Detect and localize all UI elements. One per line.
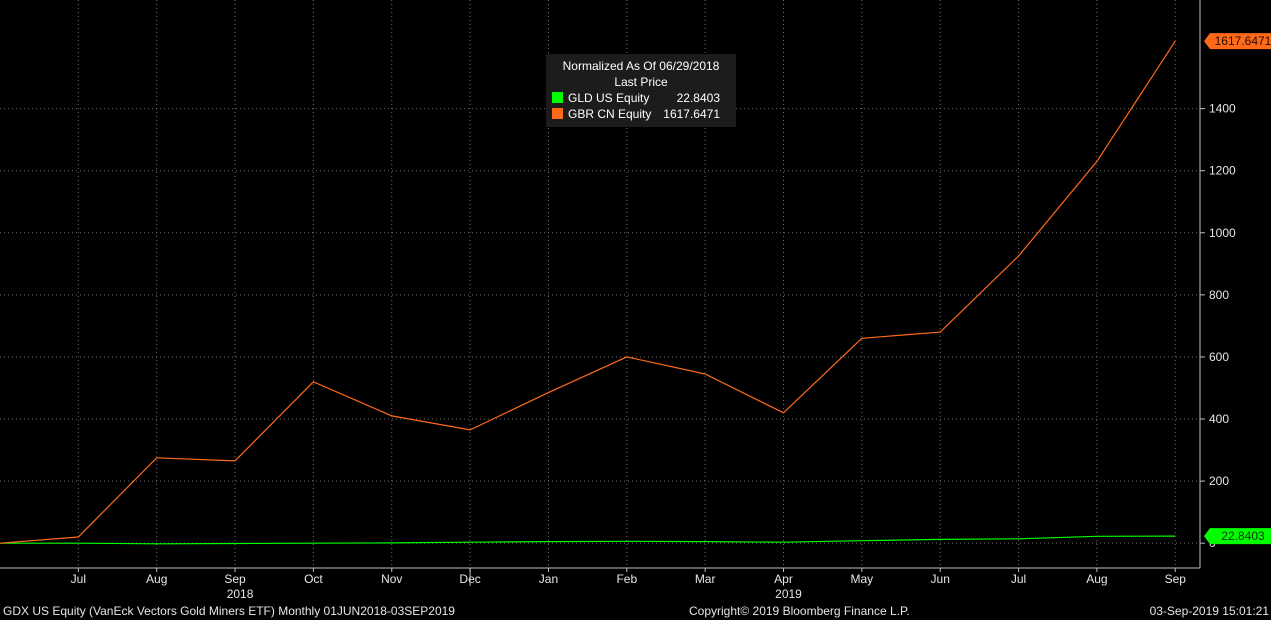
footer-security-description: GDX US Equity (VanEck Vectors Gold Miner… xyxy=(3,604,455,618)
footer-timestamp: 03-Sep-2019 15:01:21 xyxy=(1149,604,1269,618)
x-axis: Jul Aug Sep Oct Nov Dec Jan Feb Mar Apr May Jun Jul A… xyxy=(0,567,1200,600)
legend-swatch-gbr xyxy=(552,108,563,119)
x-tick-label: Nov xyxy=(381,572,402,586)
x-tick-label: Jan xyxy=(539,572,558,586)
y-axis: 0200400600800100012001400 xyxy=(1199,0,1236,568)
x-tick-label: Sep xyxy=(1165,572,1187,586)
series-line-gbr xyxy=(0,40,1176,544)
x-tick-label: Apr xyxy=(774,572,793,586)
grid-lines xyxy=(0,0,1200,568)
x-tick-label: Feb xyxy=(616,572,637,586)
y-tick-label: 800 xyxy=(1209,288,1229,302)
legend-label-gbr: GBR CN Equity xyxy=(568,107,651,121)
legend-label-gld: GLD US Equity xyxy=(568,91,649,105)
legend-swatch-gld xyxy=(552,92,563,103)
year-label: 2019 xyxy=(775,587,802,600)
last-value-label: 22.8403 xyxy=(1221,529,1265,543)
legend-background xyxy=(546,54,736,127)
x-tick-label: Aug xyxy=(1086,572,1107,586)
footer-copyright: Copyright© 2019 Bloomberg Finance L.P. xyxy=(689,604,910,618)
y-tick-label: 400 xyxy=(1209,412,1229,426)
y-tick-label: 600 xyxy=(1209,350,1229,364)
year-label: 2018 xyxy=(227,587,254,600)
last-value-label: 1617.6471 xyxy=(1215,34,1271,48)
y-tick-label: 1400 xyxy=(1209,102,1236,116)
series-lines xyxy=(0,40,1176,545)
legend-value-gbr: 1617.6471 xyxy=(663,107,720,121)
x-tick-label: Jul xyxy=(71,572,86,586)
x-tick-label: Jul xyxy=(1011,572,1026,586)
x-tick-label: May xyxy=(851,572,874,586)
x-tick-label: Mar xyxy=(695,572,716,586)
legend: Normalized As Of 06/29/2018 Last Price G… xyxy=(546,54,736,127)
legend-title: Normalized As Of 06/29/2018 xyxy=(563,59,720,73)
y-tick-label: 1200 xyxy=(1209,164,1236,178)
legend-value-gld: 22.8403 xyxy=(677,91,721,105)
y-tick-label: 1000 xyxy=(1209,226,1236,240)
x-tick-label: Aug xyxy=(146,572,167,586)
last-value-labels: 22.8403 1617.6471 xyxy=(1204,33,1271,545)
chart-area: Jul Aug Sep Oct Nov Dec Jan Feb Mar Apr May Jun Jul A… xyxy=(0,0,1271,600)
x-tick-label: Jun xyxy=(931,572,950,586)
x-tick-label: Oct xyxy=(304,572,323,586)
last-value-callout xyxy=(1204,528,1271,545)
series-line-gld xyxy=(0,535,1176,545)
y-tick-label: 200 xyxy=(1209,474,1229,488)
x-tick-label: Sep xyxy=(224,572,246,586)
last-value-callout xyxy=(1204,33,1271,50)
legend-subtitle: Last Price xyxy=(614,75,668,89)
